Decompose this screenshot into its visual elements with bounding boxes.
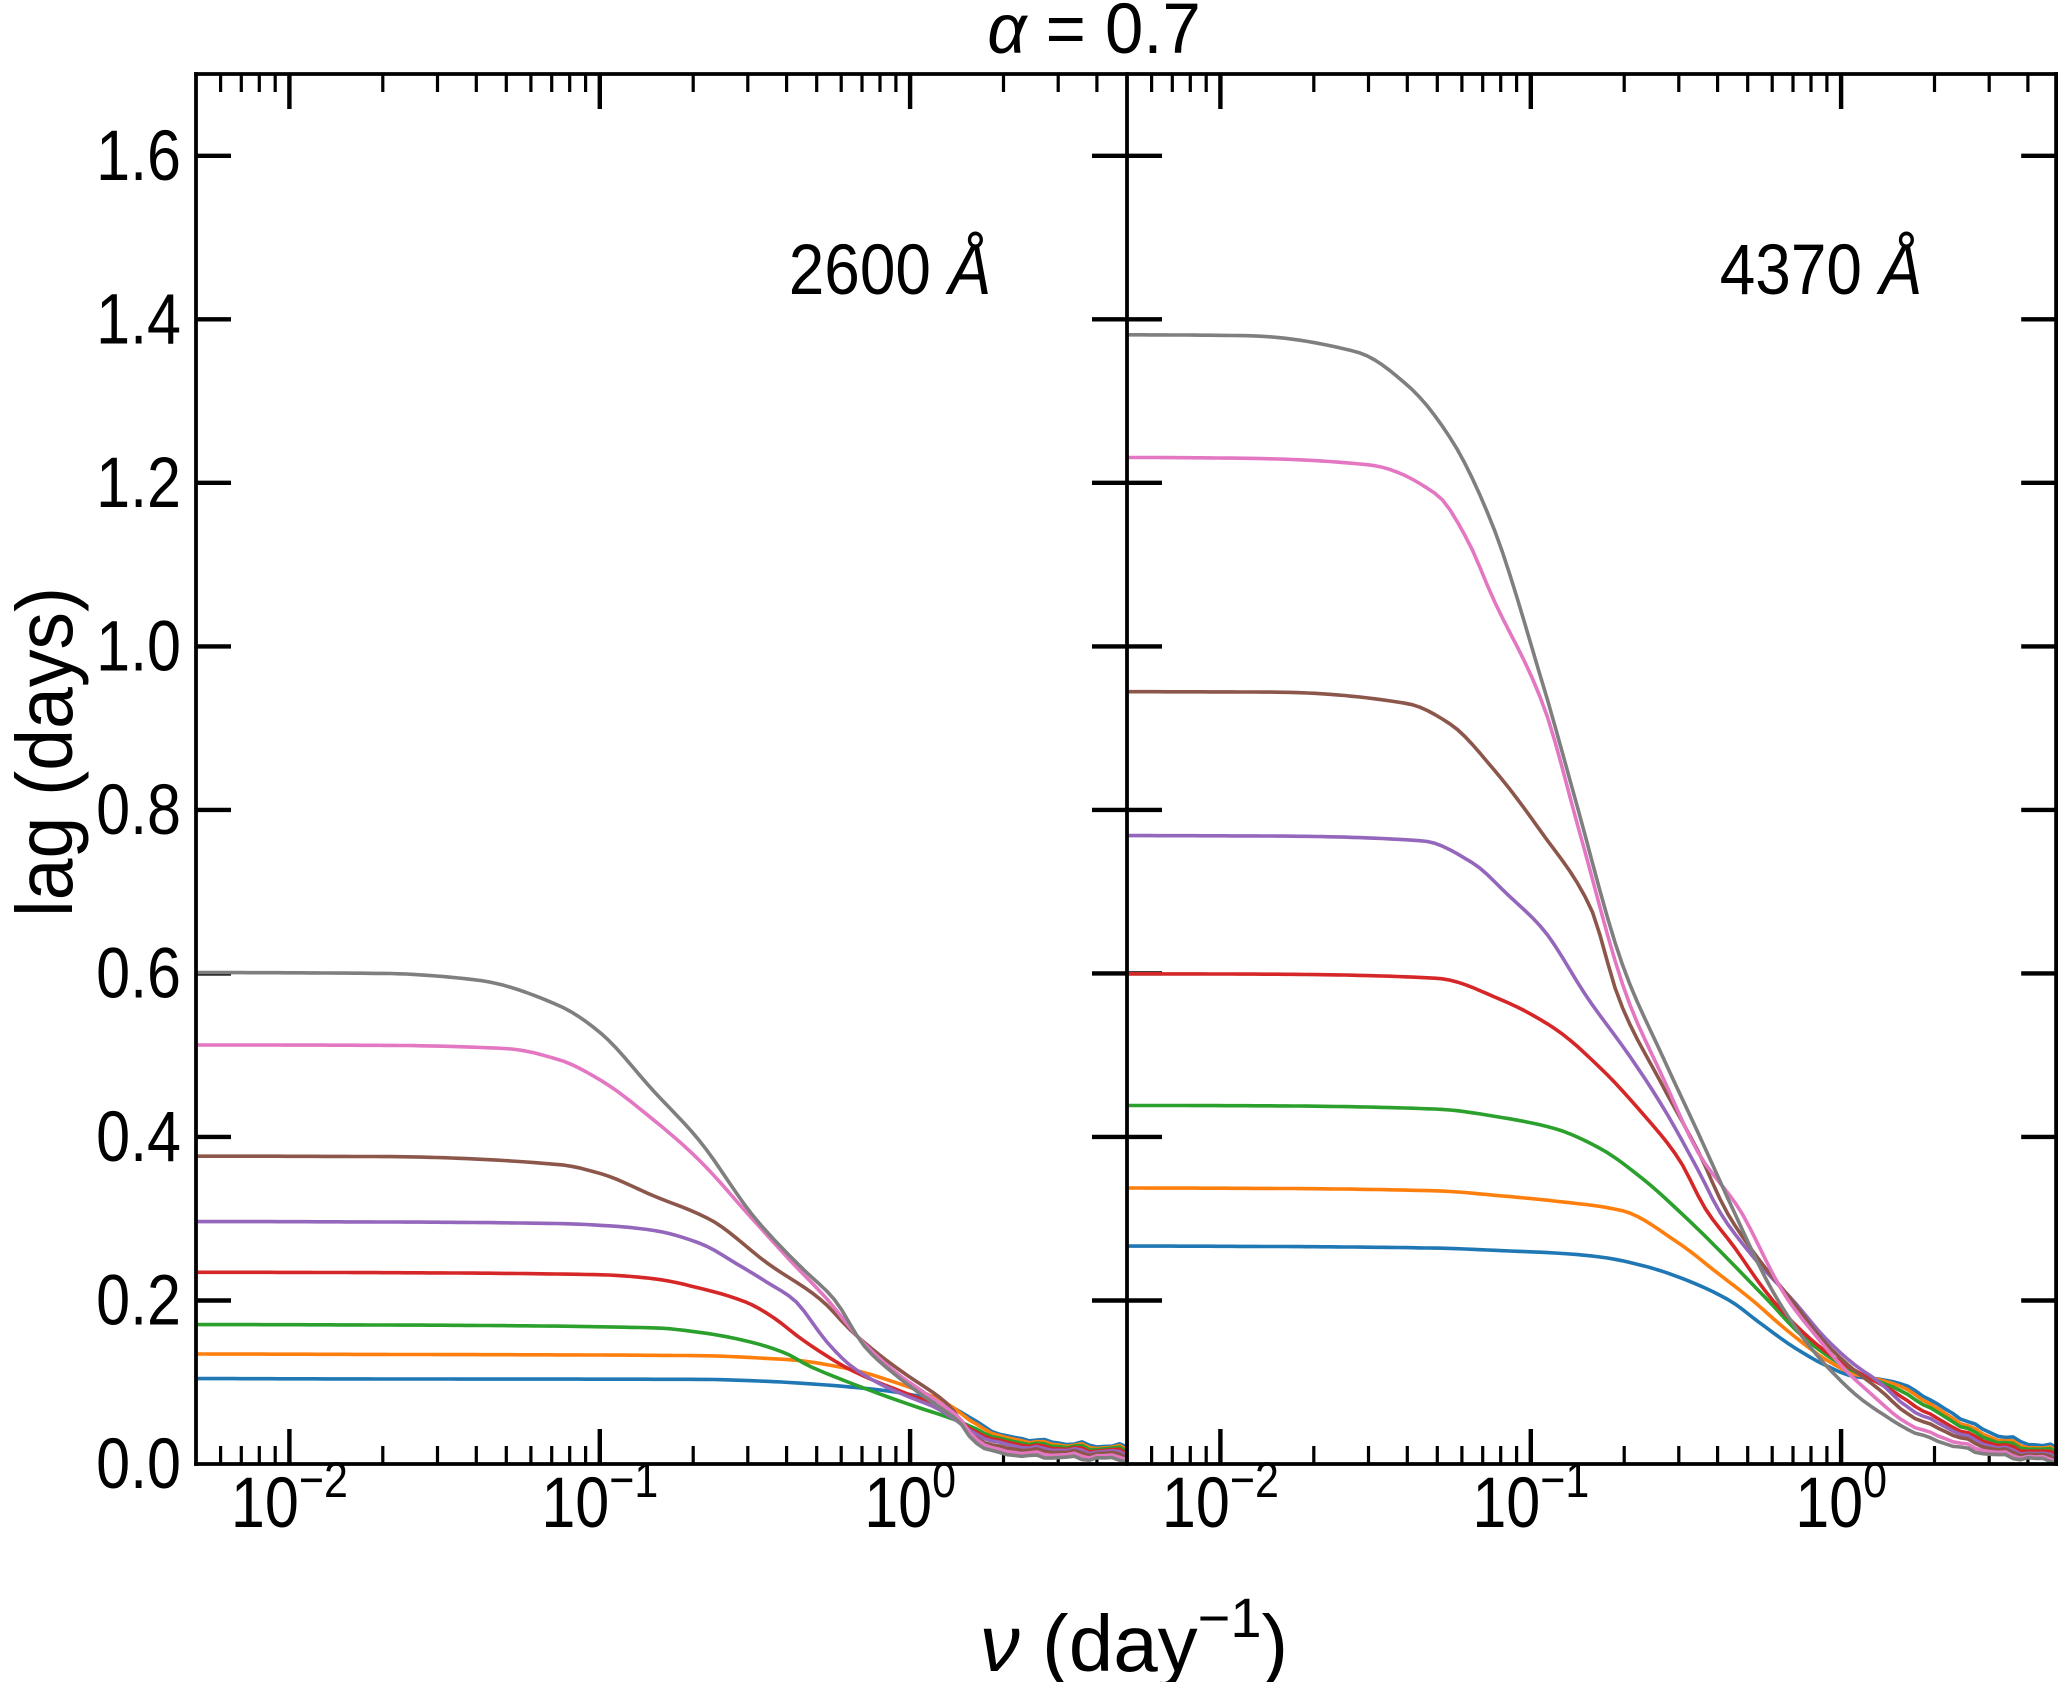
svg-text:10−2: 10−2 <box>1162 1452 1279 1543</box>
svg-text:1.0: 1.0 <box>96 607 181 686</box>
svg-text:4370 Å: 4370 Å <box>1720 231 1923 310</box>
svg-text:2600 Å: 2600 Å <box>789 231 992 310</box>
svg-text:lag (days): lag (days) <box>1 587 90 917</box>
svg-text:0.8: 0.8 <box>96 771 181 850</box>
svg-text:α = 0.7: α = 0.7 <box>987 0 1201 68</box>
svg-text:1.4: 1.4 <box>96 280 181 359</box>
svg-text:0.4: 0.4 <box>96 1098 181 1177</box>
svg-text:1.6: 1.6 <box>96 117 181 196</box>
svg-text:0.2: 0.2 <box>96 1261 181 1340</box>
svg-text:1.2: 1.2 <box>96 444 181 523</box>
svg-text:0.6: 0.6 <box>96 934 181 1013</box>
svg-text:0.0: 0.0 <box>96 1425 181 1504</box>
